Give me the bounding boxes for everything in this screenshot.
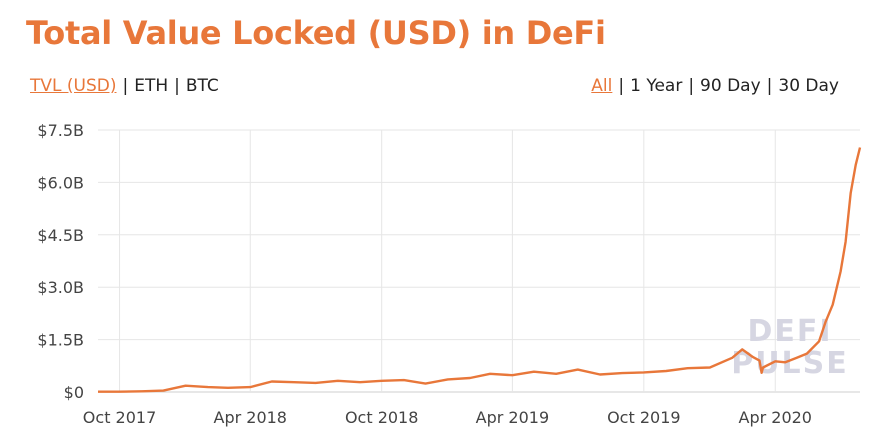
toggle-eth[interactable]: ETH <box>134 76 169 96</box>
watermark-line1: DEFI <box>747 314 832 349</box>
toggle-btc[interactable]: BTC <box>185 76 219 96</box>
x-tick-label: Oct 2017 <box>83 408 156 427</box>
watermark: DEFI PULSE <box>731 314 849 381</box>
toggle-separator: | <box>174 76 180 96</box>
x-tick-label: Apr 2018 <box>214 408 287 427</box>
y-gridlines <box>98 129 860 393</box>
range-all[interactable]: All <box>591 76 613 96</box>
x-axis-labels: Oct 2017 Apr 2018 Oct 2018 Apr 2019 Oct 2019… <box>83 408 812 427</box>
y-tick-label: $4.5B <box>37 226 84 245</box>
y-axis-labels: $0 $1.5B $3.0B $4.5B $6.0B $7.5B <box>37 121 84 402</box>
y-tick-label: $7.5B <box>37 121 84 140</box>
unit-toggle: TVL (USD) | ETH | BTC <box>30 76 219 96</box>
toggle-separator: | <box>618 76 625 96</box>
range-90-day[interactable]: 90 Day <box>700 76 761 96</box>
range-30-day[interactable]: 30 Day <box>778 76 839 96</box>
x-tick-label: Apr 2019 <box>476 408 549 427</box>
y-tick-label: $3.0B <box>37 278 84 297</box>
range-1-year[interactable]: 1 Year <box>630 76 683 96</box>
page-title: Total Value Locked (USD) in DeFi <box>26 14 606 52</box>
x-tick-label: Oct 2019 <box>607 408 680 427</box>
toggle-separator: | <box>688 76 695 96</box>
x-tick-label: Apr 2020 <box>739 408 812 427</box>
toggle-separator: | <box>766 76 773 96</box>
range-toggle: All | 1 Year | 90 Day | 30 Day <box>591 76 839 96</box>
y-tick-label: $6.0B <box>37 173 84 192</box>
x-tick-label: Oct 2018 <box>345 408 418 427</box>
toggle-separator: | <box>122 76 129 96</box>
tvl-series-line <box>98 147 862 393</box>
y-tick-label: $1.5B <box>37 331 84 350</box>
y-tick-label: $0 <box>64 383 84 402</box>
watermark-line2: PULSE <box>731 346 849 381</box>
x-gridlines <box>119 130 776 392</box>
toggle-tvl-usd[interactable]: TVL (USD) <box>30 76 117 96</box>
